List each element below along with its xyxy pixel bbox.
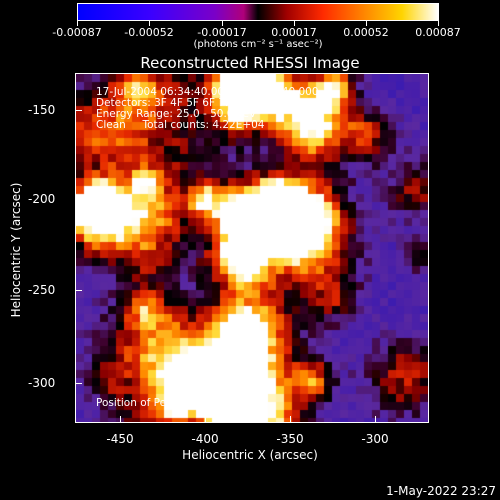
colorbar-tick — [366, 21, 367, 26]
colorbar-tick — [149, 21, 150, 26]
plot-title: Reconstructed RHESSI Image — [140, 54, 360, 72]
info-detectors: Detectors: 3F 4F 5F 6F 7F 8F, Att 0 — [96, 97, 280, 109]
colorbar — [77, 3, 439, 21]
y-tick-label: -250 — [28, 283, 56, 297]
x-tick-mark — [120, 416, 121, 423]
colorbar-label: -0.00087 — [52, 26, 102, 39]
x-tick-label: -300 — [361, 432, 389, 446]
x-tick-mark — [290, 416, 291, 423]
x-axis-label: Heliocentric X (arcsec) — [182, 448, 318, 462]
x-tick-mark — [205, 416, 206, 423]
colorbar-label: 0.00087 — [415, 26, 461, 39]
y-axis-label: Heliocentric Y (arcsec) — [9, 182, 23, 318]
y-tick-label: -150 — [28, 103, 56, 117]
y-tick-mark — [75, 110, 82, 111]
y-tick-label: -300 — [28, 376, 56, 390]
colorbar-label: -0.00017 — [197, 26, 247, 39]
colorbar-tick — [438, 21, 439, 26]
y-tick-mark — [75, 290, 82, 291]
y-tick-mark — [75, 199, 82, 200]
colorbar-tick — [294, 21, 295, 26]
colorbar-units: (photons cm⁻² s⁻¹ asec⁻²) — [193, 39, 323, 50]
colorbar-label: 0.00052 — [343, 26, 389, 39]
x-tick-mark — [375, 416, 376, 423]
info-energy-range: Energy Range: 25.0 - 50.0 keV — [96, 108, 257, 120]
colorbar-label: -0.00052 — [124, 26, 174, 39]
info-time-range: 17-Jul-2004 06:34:40.000 to 06:40:40.000 — [96, 86, 319, 98]
x-tick-label: -350 — [276, 432, 304, 446]
timestamp: 1-May-2022 23:27 — [386, 484, 496, 498]
info-clean-counts: Clean Total counts: 4.22E+04 — [96, 119, 265, 131]
y-tick-mark — [75, 383, 82, 384]
image-plot: 17-Jul-2004 06:34:40.000 to 06:40:40.000… — [75, 73, 429, 423]
peak-position: Position of Peak = [-394,-307] — [96, 397, 254, 409]
colorbar-tick — [77, 21, 78, 26]
x-tick-label: -400 — [191, 432, 219, 446]
y-tick-label: -200 — [28, 192, 56, 206]
x-tick-label: -450 — [106, 432, 134, 446]
reconstructed-image-map — [76, 74, 428, 422]
colorbar-tick — [222, 21, 223, 26]
colorbar-label: 0.00017 — [271, 26, 317, 39]
